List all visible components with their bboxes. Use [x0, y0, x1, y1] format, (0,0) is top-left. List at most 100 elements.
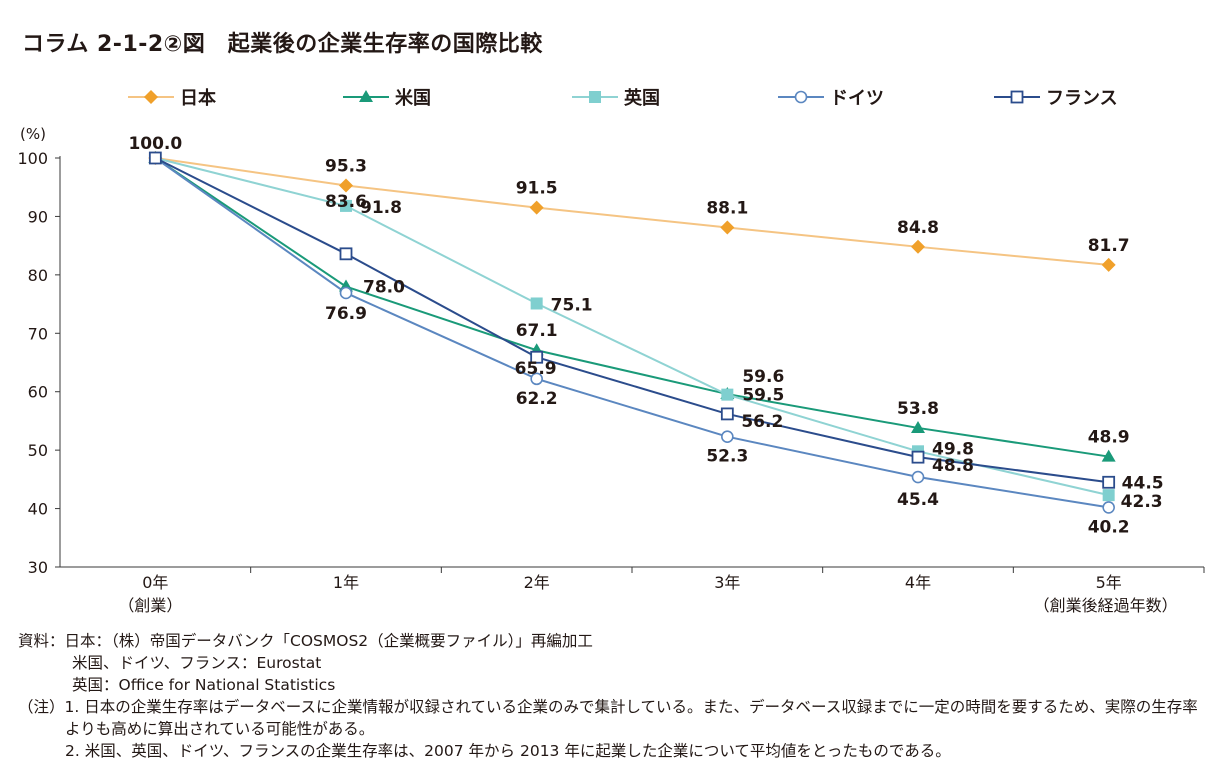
value-label: 48.8 — [932, 456, 974, 476]
series-line — [154, 157, 1109, 484]
data-point — [720, 407, 734, 421]
series-フランス — [154, 157, 1109, 484]
value-label: 65.9 — [515, 359, 557, 379]
data-point — [340, 199, 352, 212]
value-label: 53.8 — [897, 399, 939, 419]
value-label: 95.3 — [325, 156, 367, 176]
data-point — [1102, 501, 1115, 514]
value-label: 49.8 — [932, 439, 974, 459]
data-point — [339, 286, 353, 300]
axes: 30 40 50 60 70 80 90 100 (%) 0年 （創業） 1年 2年 3年 4年 5年 （創業後… — [17, 125, 1205, 615]
legend-item: 英国 — [572, 87, 660, 109]
series-英国 — [155, 157, 1109, 497]
x-tick-label: 2年 — [524, 573, 550, 592]
legend: 日本 米国 英国 ドイツ フランス — [128, 87, 1118, 109]
value-label: 88.1 — [706, 199, 748, 219]
source-line-2: 米国、ドイツ、フランス：Eurostat — [72, 654, 322, 672]
value-label: 75.1 — [551, 295, 593, 315]
data-point — [530, 297, 543, 310]
value-label: 76.9 — [325, 304, 367, 324]
series-group — [148, 151, 1116, 514]
legend-swatch-marker — [359, 90, 373, 102]
data-point — [721, 430, 734, 444]
y-tick-label: 60 — [28, 383, 48, 402]
y-tick-label: 50 — [28, 441, 48, 460]
data-point — [530, 372, 543, 386]
y-tick-label: 80 — [28, 266, 48, 285]
data-point — [1102, 475, 1116, 489]
data-point — [911, 450, 925, 464]
value-label: 84.8 — [897, 218, 939, 238]
series-markers-フランス — [148, 151, 1116, 489]
legend-item: 日本 — [128, 87, 216, 109]
legend-label: 日本 — [180, 87, 216, 109]
data-point — [721, 388, 734, 401]
chart-title: コラム 2-1-2②図 起業後の企業生存率の国際比較 — [22, 32, 543, 57]
notes: 資料：日本：（株）帝国データバンク「COSMOS2（企業概要ファイル）」再編加工… — [18, 630, 1208, 762]
value-label: 40.2 — [1088, 517, 1130, 537]
value-label: 44.5 — [1122, 473, 1164, 493]
legend-item: ドイツ — [778, 88, 884, 109]
note-1: （注）1. 日本の企業生存率はデータベースに企業情報が収録されている企業のみで集… — [18, 698, 1198, 738]
value-label: 45.4 — [897, 490, 939, 510]
value-label: 91.5 — [516, 179, 558, 199]
y-tick-label: 40 — [28, 500, 48, 519]
value-label: 59.5 — [742, 386, 784, 406]
legend-swatch-marker — [144, 90, 158, 104]
x-tick-label: 0年 — [142, 573, 168, 592]
value-label: 78.0 — [363, 278, 405, 298]
value-label: 52.3 — [706, 447, 748, 467]
value-label: 83.6 — [325, 192, 367, 212]
y-tick-label: 30 — [28, 558, 48, 577]
series-line — [155, 157, 1109, 497]
data-point — [1101, 449, 1116, 462]
x-tick-label: 5年 — [1096, 573, 1122, 592]
x-tick-label: 1年 — [333, 573, 359, 592]
note-2: 2. 米国、英国、ドイツ、フランスの企業生存率は、2007 年から 2013 年… — [65, 742, 951, 760]
data-point — [148, 151, 162, 165]
legend-label: 米国 — [395, 87, 431, 109]
legend-item: フランス — [994, 88, 1118, 109]
legend-label: 英国 — [623, 87, 660, 109]
legend-item: 米国 — [343, 87, 431, 109]
legend-label: フランス — [1046, 88, 1118, 109]
series-markers-日本 — [148, 151, 1116, 272]
value-label: 42.3 — [1121, 492, 1163, 512]
data-point — [529, 200, 544, 215]
value-label: 91.8 — [360, 198, 402, 218]
data-point — [1102, 489, 1115, 502]
data-point — [720, 220, 735, 235]
series-line — [155, 157, 1109, 266]
series-line — [154, 157, 1109, 458]
y-axis-unit: (%) — [20, 125, 46, 143]
data-point — [339, 247, 353, 261]
legend-swatch-marker — [589, 91, 601, 103]
legend-swatch-marker — [1010, 90, 1024, 104]
legend-label: ドイツ — [830, 88, 884, 109]
y-tick-label: 70 — [28, 324, 48, 343]
data-point — [530, 350, 544, 364]
value-label: 81.7 — [1088, 236, 1130, 256]
y-tick-label: 100 — [17, 149, 48, 168]
source-line-1: 資料：日本：（株）帝国データバンク「COSMOS2（企業概要ファイル）」再編加工 — [18, 632, 593, 650]
value-label: 56.2 — [741, 412, 783, 432]
value-labels: 100.0 95.3 91.5 88.1 84.8 81.7 78.0 67.1 59.6 53.… — [128, 134, 1163, 537]
data-point — [911, 420, 925, 433]
data-point — [339, 178, 353, 193]
series-ドイツ — [154, 157, 1109, 509]
series-line — [154, 157, 1109, 509]
source-line-3: 英国：Office for National Statistics — [72, 676, 336, 694]
value-label: 67.1 — [516, 321, 558, 341]
value-label: 62.2 — [516, 389, 558, 409]
series-米国 — [154, 157, 1109, 458]
x-tick-sublabel: （創業） — [118, 596, 182, 615]
series-markers-米国 — [148, 151, 1116, 462]
series-日本 — [155, 157, 1109, 266]
x-tick-label: 4年 — [905, 573, 931, 592]
x-tick-label: 3年 — [714, 573, 740, 592]
x-tick-sublabel: （創業後経過年数） — [1034, 596, 1178, 615]
data-point — [911, 470, 925, 484]
legend-swatch-marker — [794, 90, 808, 104]
data-point — [911, 239, 925, 254]
value-label: 100.0 — [128, 134, 182, 154]
